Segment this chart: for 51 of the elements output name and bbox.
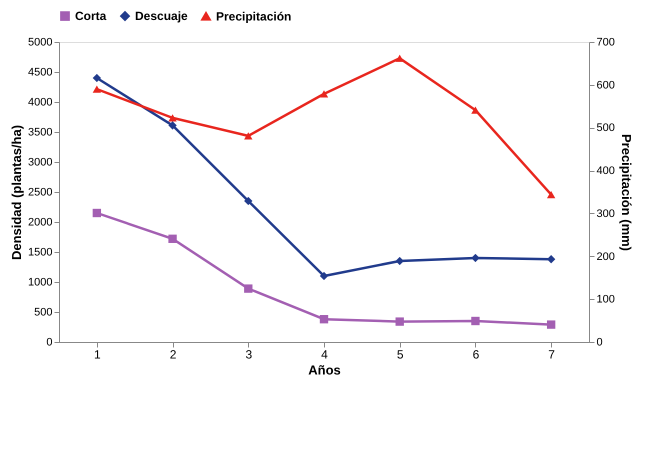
x-tick-label: 5 (396, 348, 404, 362)
y-tick-label: 4000 (28, 96, 52, 108)
y2-tick-label: 200 (596, 250, 615, 263)
x-tick-label: 6 (472, 348, 480, 362)
point (168, 121, 177, 130)
y2-tick-label: 500 (596, 122, 615, 134)
point (168, 234, 177, 243)
y-tick-label: 2500 (28, 186, 52, 198)
point (546, 190, 556, 198)
y2-tick-label: 700 (596, 36, 615, 48)
legend-label: Corta (75, 9, 107, 24)
point (92, 74, 102, 82)
point (320, 272, 328, 280)
y2-tick-label: 100 (596, 294, 615, 306)
y-axis-title: Densidad (plantas/ha) (9, 124, 24, 260)
x-tick-label: 2 (170, 348, 177, 362)
x-tick-label: 7 (548, 348, 556, 362)
point (244, 196, 252, 206)
y2-tick-label: 400 (596, 165, 615, 178)
y-tick-label: 3000 (28, 156, 52, 168)
point (168, 114, 177, 122)
y-tick-label: 2000 (28, 216, 52, 228)
point (396, 54, 404, 62)
point (244, 132, 252, 140)
point (320, 90, 328, 98)
x-tick-label: 4 (321, 348, 328, 362)
point (244, 284, 252, 293)
point (396, 317, 404, 326)
y-tick-label: 3500 (28, 126, 52, 138)
y-tick-label: 500 (34, 306, 52, 318)
point (92, 208, 102, 218)
legend-label: Precipitación (216, 9, 292, 24)
y2-tick-label: 0 (596, 336, 603, 348)
x-axis-title: Años (308, 362, 341, 378)
legend-label: Descuaje (135, 9, 188, 24)
y2-tick-label: 300 (596, 208, 615, 220)
point (320, 315, 328, 324)
x-tick-label: 3 (245, 348, 252, 362)
x-tick-label: 1 (94, 348, 102, 362)
y-tick-label: 1500 (28, 246, 52, 258)
point (546, 320, 556, 329)
point (92, 86, 102, 93)
point (471, 106, 480, 114)
y-tick-label: 0 (46, 336, 52, 348)
y-tick-label: 1000 (28, 276, 52, 288)
point (396, 256, 404, 266)
y2-axis-title: Precipitación (mm) (618, 134, 634, 252)
y-tick-label: 5000 (28, 36, 52, 48)
point (471, 316, 480, 326)
y-tick-label: 4500 (28, 66, 52, 78)
y2-tick-label: 600 (596, 79, 615, 92)
